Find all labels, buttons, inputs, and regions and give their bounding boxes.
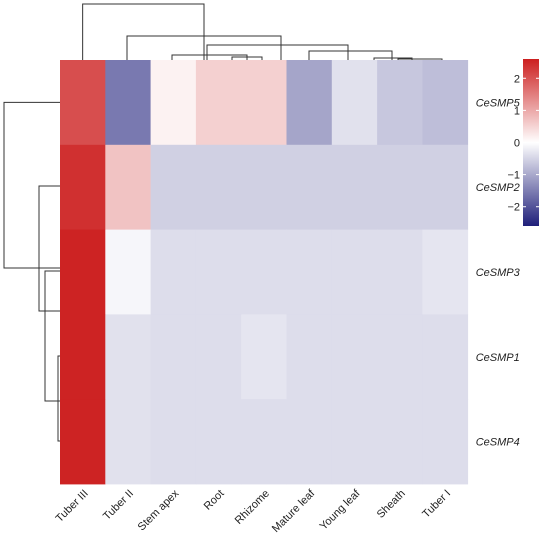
heatmap-cell-CeSMP2-Sheath	[377, 144, 423, 230]
heatmap-cell-CeSMP2-Young-leaf	[331, 144, 378, 230]
column-label-Tuber-II: Tuber II	[101, 488, 136, 523]
legend-tick-label: 1	[514, 105, 520, 117]
heatmap-cell-CeSMP4-Rhizome	[241, 399, 287, 485]
heatmap-cell-CeSMP3-Tuber-III	[60, 229, 106, 315]
heatmap-cell-CeSMP5-Tuber-I	[422, 60, 469, 146]
heatmap-cell-CeSMP1-Tuber-III	[60, 314, 106, 400]
column-dendrogram-branch	[397, 58, 443, 60]
column-dendrogram-branch	[231, 56, 263, 60]
legend-tick-label: 2	[514, 73, 520, 85]
heatmap-cell-CeSMP4-Stem-apex	[150, 399, 197, 485]
heatmap-cell-CeSMP5-Mature-leaf	[286, 60, 333, 146]
heatmap-cell-CeSMP1-Rhizome	[241, 314, 287, 400]
row-label-CeSMP5: CeSMP5	[476, 97, 521, 109]
row-dendrogram-branch	[44, 270, 60, 402]
column-dendrogram-branch	[126, 35, 282, 60]
legend-color-bar	[523, 59, 539, 226]
column-dendrogram	[82, 3, 443, 60]
heatmap-cell-CeSMP5-Stem-apex	[150, 60, 197, 146]
column-label-Tuber-III: Tuber III	[54, 488, 91, 525]
heatmap-cell-CeSMP1-Root	[195, 314, 242, 400]
column-label-Sheath: Sheath	[375, 488, 408, 521]
column-labels: Tuber III Tuber II Stem apex Root RhizomeMat…	[54, 487, 454, 535]
row-label-CeSMP3: CeSMP3	[476, 267, 521, 279]
column-dendrogram-branch	[82, 3, 205, 60]
column-label-Mature-leaf: Mature leaf	[270, 487, 318, 535]
heatmap-cell-CeSMP1-Sheath	[377, 314, 423, 400]
heatmap-cell-CeSMP4-Root	[195, 399, 242, 485]
column-dendrogram-branch	[308, 50, 393, 60]
heatmap-cell-CeSMP1-Tuber-I	[422, 314, 469, 400]
heatmap-cell-CeSMP2-Tuber-I	[422, 144, 469, 230]
heatmap-cell-CeSMP5-Sheath	[377, 60, 423, 146]
heatmap-cell-CeSMP3-Sheath	[377, 229, 423, 315]
column-label-Young-leaf: Young leaf	[318, 487, 364, 533]
heatmap-cell-CeSMP2-Root	[195, 144, 242, 230]
row-dendrogram-branch	[57, 355, 60, 442]
heatmap-cell-CeSMP3-Rhizome	[241, 229, 287, 315]
row-labels: CeSMP5 CeSMP2 CeSMP3 CeSMP1 CeSMP4	[476, 97, 521, 448]
column-dendrogram-branch	[206, 44, 349, 60]
column-label-Rhizome: Rhizome	[233, 488, 272, 527]
heatmap-cell-CeSMP4-Young-leaf	[331, 399, 378, 485]
row-label-CeSMP1: CeSMP1	[476, 352, 520, 364]
heatmap-cell-CeSMP1-Young-leaf	[331, 314, 378, 400]
row-dendrogram-branch	[3, 101, 60, 269]
heatmap-cell-CeSMP4-Mature-leaf	[286, 399, 333, 485]
color-legend: 2 1 0 −1 −2	[507, 59, 539, 226]
column-label-Root: Root	[202, 488, 227, 513]
row-dendrogram	[3, 101, 60, 442]
row-label-CeSMP2: CeSMP2	[476, 182, 520, 194]
heatmap-cell-CeSMP2-Stem-apex	[150, 144, 197, 230]
heatmap-cell-CeSMP5-Rhizome	[241, 60, 287, 146]
heatmap-cell-CeSMP3-Young-leaf	[331, 229, 378, 315]
heatmap-cell-CeSMP3-Root	[195, 229, 242, 315]
heatmap-cell-CeSMP2-Tuber-III	[60, 144, 106, 230]
legend-tick-label: −2	[507, 202, 520, 214]
heatmap-cell-CeSMP3-Tuber-I	[422, 229, 469, 315]
heatmap-cell-CeSMP2-Tuber-II	[105, 144, 151, 230]
heatmap-cell-CeSMP1-Tuber-II	[105, 314, 151, 400]
heatmap-cell-CeSMP5-Young-leaf	[331, 60, 378, 146]
heatmap-cell-CeSMP1-Mature-leaf	[286, 314, 333, 400]
legend-tick-label: −1	[507, 170, 520, 182]
heatmap-cell-CeSMP2-Mature-leaf	[286, 144, 333, 230]
heatmap-cell-CeSMP4-Tuber-I	[422, 399, 469, 485]
heatmap-cell-CeSMP4-Sheath	[377, 399, 423, 485]
heatmap-cell-CeSMP4-Tuber-II	[105, 399, 151, 485]
column-label-Tuber-I: Tuber I	[420, 488, 453, 521]
heatmap-cell-CeSMP3-Stem-apex	[150, 229, 197, 315]
heatmap-cells	[60, 60, 469, 485]
column-label-Stem-apex: Stem apex	[136, 487, 182, 533]
heatmap-cell-CeSMP5-Tuber-II	[105, 60, 151, 146]
legend-tick-label: 0	[514, 138, 520, 150]
heatmap-cell-CeSMP3-Tuber-II	[105, 229, 151, 315]
heatmap-cell-CeSMP5-Root	[195, 60, 242, 146]
heatmap-cell-CeSMP4-Tuber-III	[60, 399, 106, 485]
row-dendrogram-branch	[38, 185, 60, 312]
row-label-CeSMP4: CeSMP4	[476, 437, 520, 449]
heatmap-cell-CeSMP2-Rhizome	[241, 144, 287, 230]
heatmap-cell-CeSMP1-Stem-apex	[150, 314, 197, 400]
heatmap-cell-CeSMP3-Mature-leaf	[286, 229, 333, 315]
heatmap-cell-CeSMP5-Tuber-III	[60, 60, 106, 146]
